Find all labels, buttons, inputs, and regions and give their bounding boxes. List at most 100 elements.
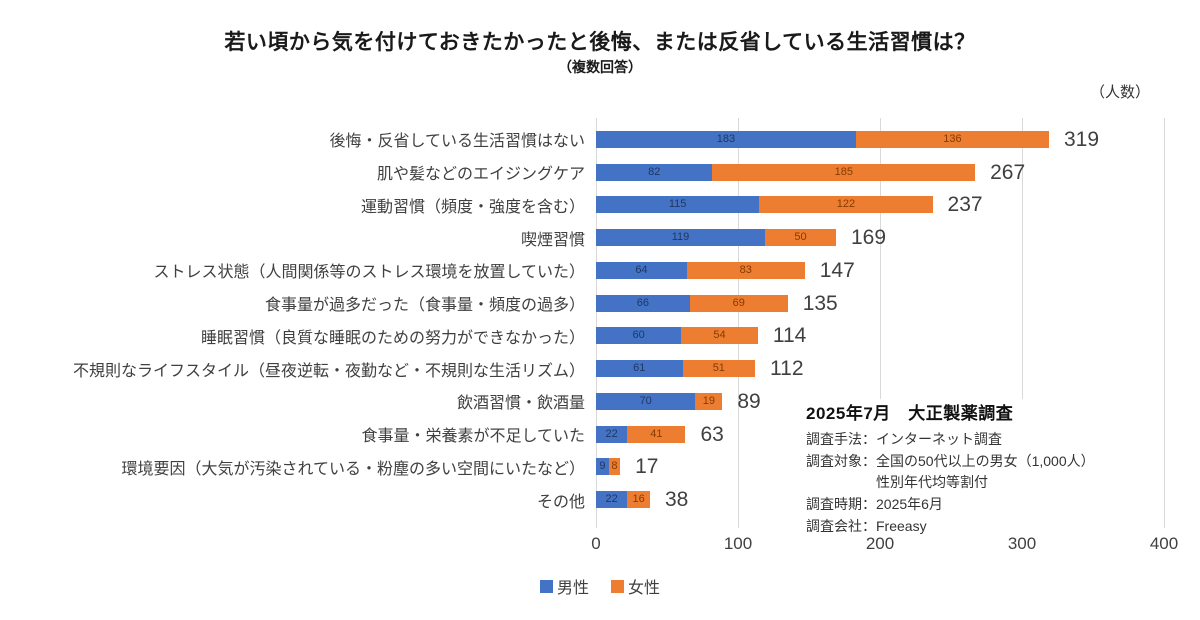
bar-segment-female: 16: [627, 491, 650, 509]
chart-row: 肌や髪などのエイジングケア 82 185 267: [0, 156, 1200, 189]
bar-segment-male: 115: [596, 196, 760, 214]
segment-value-label: 16: [632, 493, 645, 506]
segment-value-label: 64: [635, 263, 648, 276]
chart-row: 環境要因（大気が汚染されている・粉塵の多い空間にいたなど） 9 8 17: [0, 451, 1200, 484]
bar-segment-female: 185: [712, 163, 976, 181]
stacked-bar: 119 50 169: [596, 226, 887, 250]
segment-value-label: 69: [732, 296, 745, 309]
survey-annotation-line: 調査対象：全国の50代以上の男女（1,000人）: [806, 452, 1095, 469]
segment-value-label: 9: [599, 460, 606, 473]
segment-value-label: 119: [671, 231, 690, 244]
bar-segment-female: 19: [695, 392, 723, 410]
total-value-label: 112: [770, 357, 804, 381]
total-value-label: 319: [1063, 127, 1100, 151]
category-label: 食事量・栄養素が不足していた: [361, 428, 585, 446]
chart-row: 飲酒習慣・飲酒量 70 19 89: [0, 385, 1200, 418]
gridline: [1164, 118, 1165, 528]
bar-segment-male: 22: [596, 491, 628, 509]
bar-segment-male: 60: [596, 327, 682, 345]
chart-row: 運動習慣（頻度・強度を含む） 115 122 237: [0, 189, 1200, 222]
category-label: 不規則なライフスタイル（昼夜逆転・夜勤など・不規則な生活リズム）: [72, 362, 585, 380]
chart-row: 後悔・反省している生活習慣はない 183 136 319: [0, 123, 1200, 156]
stacked-bar: 64 83 147: [596, 258, 855, 282]
bar-segment-male: 64: [596, 261, 687, 279]
bar-segment-male: 183: [596, 130, 856, 148]
plot-gridlines: [596, 118, 1165, 528]
stacked-bar: 115 122 237: [596, 194, 983, 215]
stacked-bar: 61 51 112: [596, 357, 804, 381]
chart-row: ストレス状態（人間関係等のストレス環境を放置していた） 64 83 147: [0, 254, 1200, 287]
bar-segment-female: 54: [681, 327, 758, 345]
segment-value-label: 51: [712, 362, 725, 375]
stacked-bar: 22 41 63: [596, 422, 724, 446]
segment-value-label: 19: [702, 394, 715, 407]
category-label: 睡眠習慣（良質な睡眠のための努力ができなかった）: [200, 329, 585, 347]
survey-annotation-body: 調査手法：インターネット調査調査対象：全国の50代以上の男女（1,000人） 性別…: [806, 429, 1150, 537]
segment-value-label: 60: [632, 329, 645, 342]
category-label: 食事量が過多だった（食事量・頻度の過多）: [264, 297, 585, 315]
chart-row: その他 22 16 38: [0, 483, 1200, 516]
bar-rows: 後悔・反省している生活習慣はない 183 136 319 肌や髪などのエイジングケア 82…: [0, 123, 1200, 516]
stacked-bar: 70 19 89: [596, 389, 761, 413]
total-value-label: 114: [772, 324, 807, 348]
legend-label: 女性: [628, 580, 661, 597]
total-value-label: 38: [664, 488, 689, 512]
bar-segment-male: 119: [596, 229, 765, 247]
stacked-bar: 60 54 114: [596, 324, 807, 348]
segment-value-label: 122: [836, 198, 856, 211]
category-label: 環境要因（大気が汚染されている・粉塵の多い空間にいたなど）: [121, 460, 585, 478]
gridline: [1022, 118, 1023, 528]
segment-value-label: 83: [739, 263, 752, 276]
segment-value-label: 183: [716, 132, 736, 145]
bar-segment-female: 69: [689, 294, 788, 312]
chart-row: 喫煙習慣 119 50 169: [0, 221, 1200, 254]
x-tick-label: 400: [1149, 534, 1179, 553]
segment-value-label: 185: [834, 165, 853, 178]
total-value-label: 147: [819, 258, 855, 282]
category-label: 肌や髪などのエイジングケア: [376, 166, 585, 184]
segment-value-label: 82: [648, 165, 661, 178]
chart-row: 睡眠習慣（良質な睡眠のための努力ができなかった） 60 54 114: [0, 320, 1200, 353]
category-label: 運動習慣（頻度・強度を含む）: [360, 198, 585, 216]
survey-annotation: 2025年7月 大正製薬調査 調査手法：インターネット調査調査対象：全国の50代…: [806, 399, 1150, 538]
total-value-label: 89: [737, 389, 761, 413]
survey-annotation-line: 調査手法：インターネット調査: [806, 431, 1002, 447]
bar-segment-female: 136: [855, 130, 1049, 148]
segment-value-label: 41: [650, 427, 663, 440]
legend-label: 男性: [556, 580, 589, 597]
total-value-label: 63: [700, 422, 724, 446]
legend-item-male: 男性: [539, 574, 589, 598]
segment-value-label: 61: [633, 362, 646, 375]
survey-annotation-line: 性別年代均等割付: [876, 474, 988, 491]
x-tick-label: 200: [865, 534, 895, 553]
chart-row: 食事量・栄養素が不足していた 22 41 63: [0, 418, 1200, 451]
x-tick-label: 0: [591, 534, 601, 553]
stacked-bar: 66 69 135: [596, 291, 838, 315]
bar-segment-female: 41: [627, 425, 686, 443]
total-value-label: 267: [990, 160, 1026, 184]
segment-value-label: 66: [636, 296, 649, 309]
legend: 男性 女性: [0, 574, 1200, 598]
segment-value-label: 8: [611, 460, 618, 473]
bar-segment-female: 122: [759, 196, 933, 214]
total-value-label: 135: [802, 291, 838, 315]
bar-segment-male: 66: [596, 294, 690, 312]
bar-segment-male: 82: [596, 163, 713, 181]
legend-swatch-icon: [539, 579, 553, 593]
bar-segment-female: 83: [686, 261, 805, 279]
total-value-label: 169: [850, 226, 887, 250]
category-label: 喫煙習慣: [520, 231, 585, 249]
survey-annotation-line: 調査会社：Freeasy: [806, 517, 927, 534]
bar-segment-female: 51: [682, 360, 756, 378]
category-label: ストレス状態（人間関係等のストレス環境を放置していた）: [153, 264, 585, 282]
bar-segment-male: 9: [596, 458, 609, 476]
stacked-bar: 9 8 17: [596, 456, 658, 477]
survey-annotation-title: 2025年7月 大正製薬調査: [806, 404, 1014, 423]
axis-unit-label: （人数）: [1089, 84, 1150, 101]
category-label: 後悔・反省している生活習慣はない: [329, 133, 585, 151]
gridline: [596, 118, 597, 528]
legend-item-female: 女性: [611, 574, 660, 598]
bar-segment-male: 70: [596, 392, 696, 410]
stacked-bar: 183 136 319: [596, 127, 1100, 151]
